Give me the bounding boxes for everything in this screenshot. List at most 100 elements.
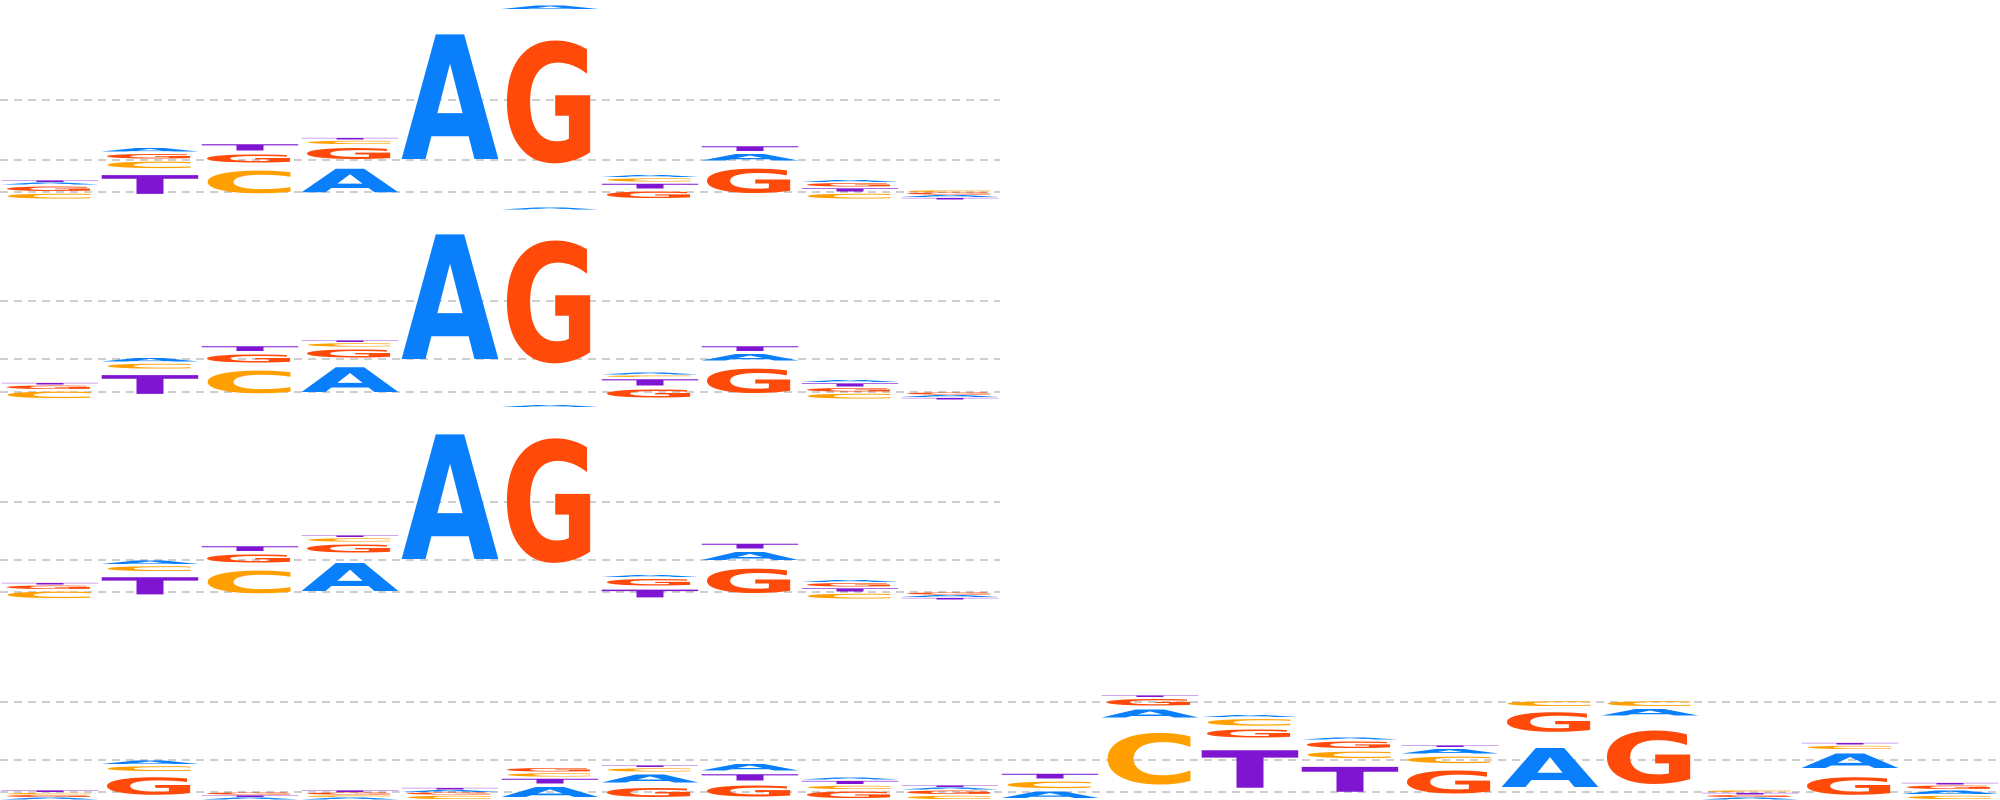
logo-letter-c: C [201,165,299,200]
logo-letter-t: T [301,790,399,792]
logo-letter-t: T [1001,773,1099,780]
logo-letter-a: A [701,353,799,363]
logo-letter-a: A [101,560,199,565]
logo-letter-t: T [801,588,899,593]
logo-letter-c: C [1901,795,1999,800]
logo-letter-a: A [501,5,599,10]
logo-letter-g: G [1801,773,1899,800]
logo-letter-c: C [901,795,999,800]
gridlines [0,99,2000,793]
logo-letter-c: C [101,765,199,772]
logo-letter-c: C [101,160,199,170]
logo-letter-g: G [701,563,799,600]
logo-letter-c: C [201,565,299,600]
logo-letter-g: G [601,387,699,399]
logo-letter-t: T [1,583,99,585]
logo-letter-c: C [1701,790,1799,792]
logo-letter-g: G [401,793,499,795]
logo-letter-t: T [901,198,999,200]
logo-letter-g: G [1201,727,1299,739]
logo-letter-g: G [1,385,99,390]
logo-letter-t: T [701,345,799,352]
logo-letter-g: G [1701,795,1799,797]
logo-letter-g: G [1,795,99,797]
logo-letter-a: A [901,595,999,597]
logo-letter-g: G [901,790,999,795]
logo-letter-a: A [301,360,399,400]
logo-letter-a: A [101,358,199,363]
logo-letter-t: T [601,183,699,190]
logo-letter-a: A [1501,738,1599,800]
logo-letter-g: G [1501,708,1599,738]
logo-letter-a: A [401,790,499,792]
logo-letter-t: T [301,535,399,537]
logo-letter-g: G [101,773,199,800]
logo-letter-a: A [701,763,799,773]
logo-letter-t: T [101,573,199,600]
logo-letter-g: G [501,11,599,200]
logo-letter-a: A [901,788,999,790]
logo-letter-t: T [601,588,699,600]
logo-letter-t: T [201,143,299,153]
logo-letter-a: A [901,195,999,197]
logo-letter-t: T [901,598,999,600]
logo-letter-c: C [1201,718,1299,728]
logo-letter-c: C [1,193,99,200]
logo-letter-a: A [601,175,699,177]
logo-letter-t: T [601,378,699,388]
logo-letter-t: T [901,785,999,787]
logo-letter-a: A [1601,708,1699,718]
logo-letter-c: C [1,390,99,400]
logo-letter-a: A [801,380,899,382]
logo-letter-g: G [701,363,799,400]
logo-letter-t: T [1901,783,1999,785]
logo-letter-a: A [701,550,800,562]
logo-letter-g: G [1,585,99,590]
logo-letter-t: T [1101,695,1199,697]
logo-letter-c: C [1101,721,1199,800]
logo-letter-c: C [301,795,399,797]
logo-letter-a: A [301,555,399,600]
logo-letter-g: G [801,183,899,188]
logo-letter-t: T [901,398,999,400]
logo-letter-g: G [701,163,799,200]
logo-letter-g: G [901,193,999,195]
logo-letter-g: G [801,583,899,588]
logo-letter-g: G [501,768,599,773]
logo-letter-g: G [601,785,699,800]
logo-letter-c: C [1501,700,1599,707]
logo-letter-c: C [601,178,699,183]
logo-letter-t: T [1,790,99,792]
logo-letter-g: G [701,783,799,800]
logo-letter-c: C [1,793,99,795]
logo-letter-a: A [501,405,599,407]
logo-letter-a: A [101,148,199,153]
logo-letter-a: A [1001,790,1099,800]
logo-letter-a: A [1401,748,1499,755]
logo-letter-t: T [801,188,899,193]
logo-letter-t: T [501,778,599,785]
logo-letter-c: C [601,375,699,377]
logo-letter-c: C [601,768,699,773]
logo-letter-t: T [1,180,99,182]
logo-letter-g: G [101,153,199,160]
logo-letter-c: C [1601,700,1699,707]
logo-letter-t: T [1201,741,1299,800]
logo-letter-g: G [1301,740,1399,750]
logo-letter-t: T [701,543,799,550]
logo-letter-a: A [1201,715,1299,717]
logo-letter-g: G [201,352,299,364]
logo-letter-t: T [601,765,699,767]
logo-letter-g: G [601,190,699,200]
logo-letter-g: G [201,552,299,564]
logo-letter-a: A [401,401,499,600]
logo-letter-g: G [301,145,399,162]
logo-letter-g: G [301,542,399,554]
logo-letter-t: T [101,370,199,400]
logo-letter-a: A [501,208,599,210]
logo-letter-c: C [1801,745,1899,750]
